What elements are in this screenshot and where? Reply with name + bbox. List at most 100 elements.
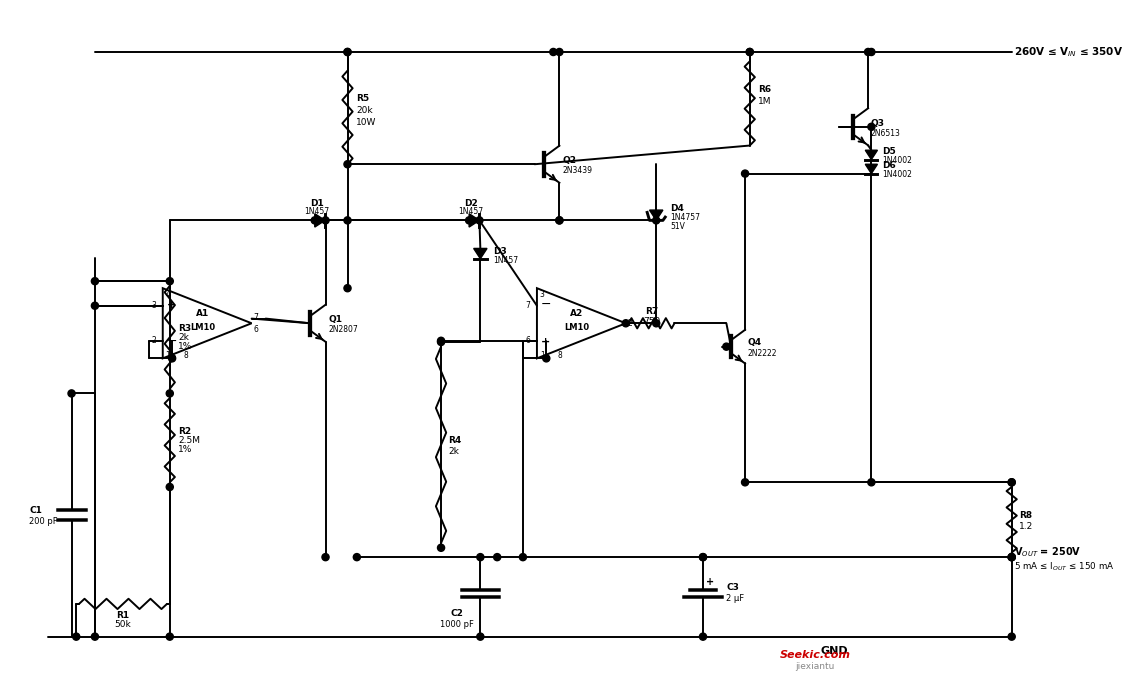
Text: +: + (540, 337, 550, 347)
Text: R6: R6 (758, 85, 772, 94)
Text: 2N3439: 2N3439 (563, 166, 592, 175)
Text: Q1: Q1 (329, 315, 342, 324)
Text: 51V: 51V (670, 222, 685, 231)
Polygon shape (866, 150, 877, 159)
Circle shape (1008, 553, 1015, 561)
Text: 1N4002: 1N4002 (883, 170, 912, 179)
Text: 1: 1 (540, 351, 545, 360)
Circle shape (437, 544, 444, 551)
Text: V$_{OUT}$ = 250V: V$_{OUT}$ = 250V (1015, 546, 1081, 560)
Text: 2k: 2k (179, 333, 189, 342)
Text: C1: C1 (29, 506, 42, 515)
Circle shape (344, 48, 351, 55)
Circle shape (92, 302, 98, 309)
Text: 1N4757: 1N4757 (670, 213, 701, 222)
Text: 1%: 1% (179, 445, 192, 454)
Circle shape (746, 48, 754, 55)
Text: 1N457: 1N457 (494, 256, 519, 265)
Circle shape (344, 161, 351, 168)
Text: jiexiantu: jiexiantu (796, 662, 835, 671)
Circle shape (556, 217, 563, 224)
Circle shape (437, 337, 444, 344)
Circle shape (466, 217, 472, 224)
Text: 2N2222: 2N2222 (748, 348, 777, 357)
Text: LM10: LM10 (564, 324, 589, 333)
Circle shape (1008, 479, 1015, 486)
Text: R8: R8 (1019, 511, 1033, 520)
Text: Q3: Q3 (871, 119, 885, 128)
Polygon shape (469, 214, 479, 227)
Text: Q4: Q4 (748, 338, 762, 348)
Text: D5: D5 (883, 147, 896, 156)
Circle shape (623, 319, 629, 327)
Circle shape (494, 553, 501, 561)
Polygon shape (315, 214, 325, 227)
Text: A1: A1 (195, 309, 209, 318)
Circle shape (699, 633, 706, 640)
Circle shape (344, 217, 351, 224)
Text: 1N457: 1N457 (459, 208, 484, 217)
Circle shape (556, 48, 563, 55)
Text: R4: R4 (449, 435, 462, 444)
Text: 1M: 1M (758, 97, 772, 106)
Text: 2: 2 (627, 319, 633, 328)
Circle shape (166, 484, 173, 491)
Text: 7: 7 (253, 313, 259, 322)
Circle shape (1008, 633, 1015, 640)
Text: R3: R3 (179, 324, 191, 333)
Text: −: − (166, 335, 177, 348)
Text: 50k: 50k (114, 620, 131, 629)
Circle shape (354, 553, 360, 561)
Text: 8: 8 (183, 351, 188, 360)
Text: 2: 2 (151, 336, 156, 345)
Text: D6: D6 (883, 161, 896, 170)
Text: 2.5M: 2.5M (179, 435, 200, 444)
Circle shape (166, 633, 173, 640)
Text: 3: 3 (151, 302, 156, 310)
Circle shape (864, 48, 871, 55)
Circle shape (1008, 479, 1015, 486)
Polygon shape (866, 164, 877, 174)
Text: 4: 4 (166, 290, 171, 299)
Text: 6: 6 (253, 325, 259, 335)
Circle shape (477, 553, 484, 561)
Circle shape (653, 217, 660, 224)
Circle shape (166, 277, 173, 285)
Text: 2N2807: 2N2807 (329, 325, 358, 335)
Circle shape (868, 124, 875, 130)
Circle shape (311, 217, 319, 224)
Circle shape (699, 553, 706, 561)
Circle shape (868, 479, 875, 486)
Text: D4: D4 (670, 204, 684, 213)
Polygon shape (473, 248, 487, 259)
Text: 3: 3 (540, 290, 545, 299)
Text: D3: D3 (494, 247, 507, 256)
Text: Seekic.com: Seekic.com (780, 651, 851, 660)
Text: 10W: 10W (356, 118, 376, 127)
Circle shape (322, 553, 329, 561)
Text: 1N457: 1N457 (304, 208, 329, 217)
Circle shape (556, 217, 563, 224)
Text: 6: 6 (525, 336, 530, 345)
Text: +: + (706, 578, 714, 587)
Text: 1000 pF: 1000 pF (440, 620, 473, 629)
Text: 7: 7 (525, 302, 530, 310)
Circle shape (166, 390, 173, 397)
Text: 1.2: 1.2 (1019, 522, 1034, 531)
Text: −: − (540, 298, 551, 311)
Circle shape (476, 217, 483, 224)
Text: 1N4002: 1N4002 (883, 156, 912, 165)
Circle shape (699, 553, 706, 561)
Text: C3: C3 (727, 582, 739, 591)
Circle shape (68, 390, 75, 397)
Text: 5 mA ≤ I$_{OUT}$ ≤ 150 mA: 5 mA ≤ I$_{OUT}$ ≤ 150 mA (1015, 560, 1115, 573)
Text: 8: 8 (557, 351, 563, 360)
Circle shape (542, 355, 550, 362)
Text: Q2: Q2 (563, 156, 576, 165)
Polygon shape (650, 210, 663, 220)
Circle shape (72, 633, 80, 640)
Circle shape (653, 319, 660, 327)
Circle shape (1008, 553, 1015, 561)
Circle shape (92, 277, 98, 285)
Circle shape (322, 217, 329, 224)
